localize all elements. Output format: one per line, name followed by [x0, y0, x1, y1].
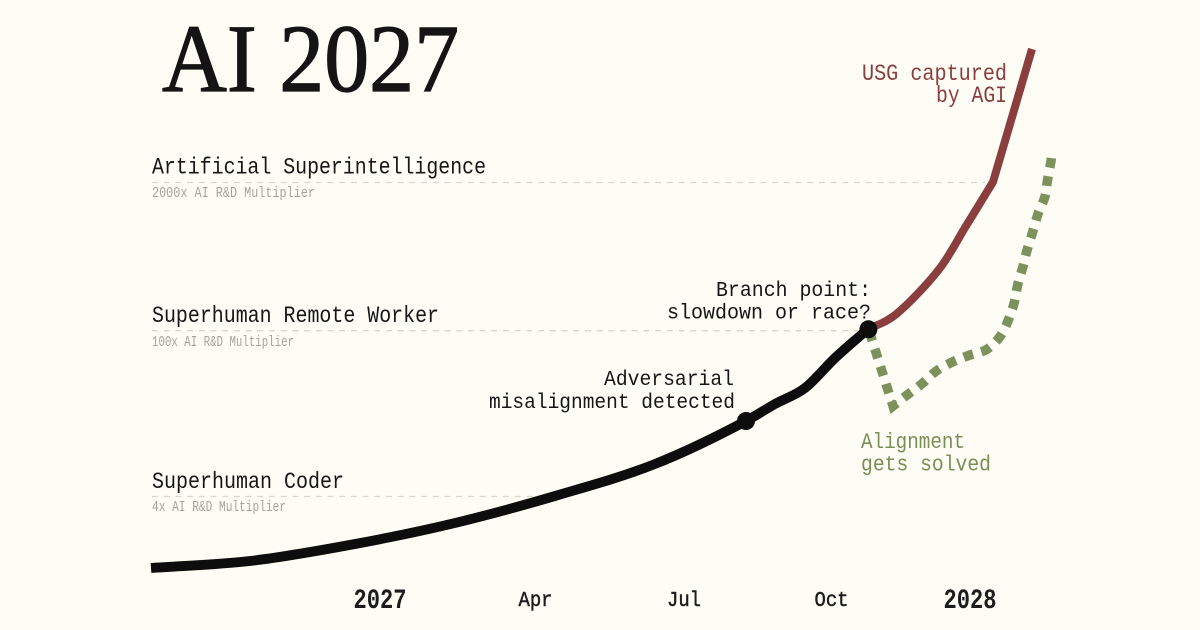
svg-text:Apr: Apr	[519, 590, 553, 613]
svg-text:slowdown or race?: slowdown or race?	[667, 303, 871, 326]
svg-text:Superhuman Remote Worker: Superhuman Remote Worker	[152, 303, 439, 329]
svg-text:4x AI R&D Multiplier: 4x AI R&D Multiplier	[152, 500, 286, 516]
svg-text:Adversarial: Adversarial	[604, 369, 734, 392]
svg-text:gets solved: gets solved	[861, 452, 991, 478]
svg-text:by AGI: by AGI	[936, 83, 1007, 110]
svg-text:AI 2027: AI 2027	[162, 5, 459, 112]
svg-text:Superhuman Coder: Superhuman Coder	[152, 469, 344, 495]
svg-text:Branch point:: Branch point:	[716, 280, 871, 303]
svg-text:2028: 2028	[944, 586, 997, 617]
svg-text:100x AI R&D Multiplier: 100x AI R&D Multiplier	[152, 335, 294, 351]
svg-text:2000x AI R&D Multiplier: 2000x AI R&D Multiplier	[152, 186, 315, 202]
svg-text:Jul: Jul	[667, 590, 701, 613]
svg-text:Oct: Oct	[815, 590, 849, 613]
svg-text:2027: 2027	[354, 586, 407, 617]
svg-text:Artificial Superintelligence: Artificial Superintelligence	[152, 155, 486, 181]
svg-text:USG captured: USG captured	[862, 61, 1007, 88]
svg-text:Alignment: Alignment	[861, 429, 965, 455]
svg-text:misalignment detected: misalignment detected	[489, 392, 735, 415]
